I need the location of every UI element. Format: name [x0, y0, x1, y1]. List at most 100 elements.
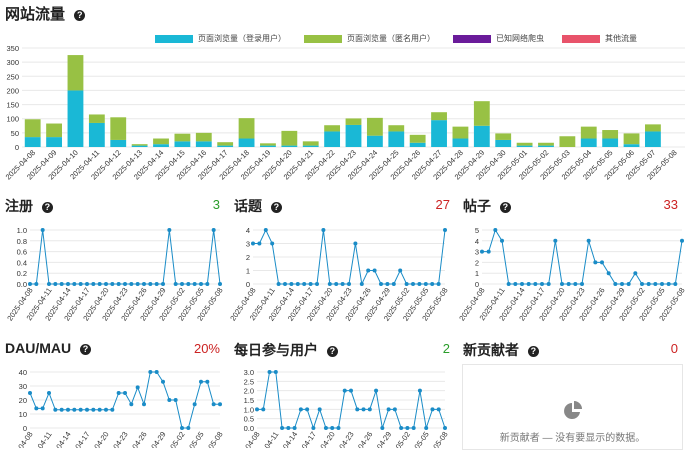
data-point [85, 407, 89, 412]
bar-segment [602, 130, 619, 139]
bar-segment [46, 137, 62, 147]
data-point [366, 268, 371, 273]
contributors-empty-panel: 新贡献者 — 没有要显示的数据。 [462, 364, 683, 450]
data-point [255, 407, 259, 412]
legend-label-logged: 页面浏览量（登录用户） [198, 34, 286, 43]
data-point [355, 407, 360, 412]
data-point [436, 282, 441, 286]
data-point [218, 402, 222, 407]
data-point [311, 426, 316, 430]
y-tick-label: 4 [246, 226, 250, 235]
data-point [257, 241, 262, 246]
bar-segment [238, 118, 255, 139]
bar-segment [366, 117, 383, 136]
data-point [286, 426, 291, 430]
data-point [506, 282, 511, 286]
help-icon[interactable]: ? [74, 9, 86, 21]
data-point [666, 282, 671, 286]
data-point [342, 388, 347, 393]
bar-segment [473, 125, 490, 147]
data-point [398, 268, 403, 273]
data-point [142, 402, 146, 407]
data-point [330, 426, 335, 430]
bar-segment [238, 138, 255, 147]
data-point [386, 407, 391, 412]
data-point [161, 379, 165, 384]
data-point [586, 238, 591, 243]
help-icon[interactable]: ? [80, 343, 91, 355]
signups-title-text: 注册 [5, 198, 33, 214]
legend-item-anon[interactable]: 页面浏览量（匿名用户） [304, 33, 435, 44]
bar-segment [88, 114, 105, 123]
bar-segment [46, 123, 62, 138]
legend-item-crawler[interactable]: 已知网络爬虫 [453, 33, 544, 44]
data-point [148, 282, 153, 286]
y-tick-label: 0 [15, 143, 19, 152]
data-point [40, 406, 45, 411]
pie-chart-icon [564, 401, 582, 419]
data-point [72, 407, 77, 412]
help-icon[interactable]: ? [499, 201, 511, 213]
data-point [186, 282, 191, 286]
data-point [267, 370, 272, 374]
data-point [205, 282, 210, 286]
data-point [424, 426, 429, 430]
data-point [327, 282, 332, 286]
data-point [540, 282, 544, 286]
data-point [292, 426, 297, 430]
bar-segment [452, 138, 469, 147]
data-point [334, 282, 339, 286]
data-point [436, 407, 441, 412]
help-icon[interactable]: ? [326, 345, 338, 357]
data-point [349, 388, 353, 393]
data-point [640, 282, 644, 286]
data-point [323, 426, 328, 430]
bar-segment [473, 101, 490, 126]
y-tick-label: 1.5 [244, 396, 254, 405]
data-point [500, 238, 504, 243]
data-point [199, 379, 203, 384]
y-tick-label: 50 [11, 129, 19, 138]
data-point [53, 407, 58, 412]
data-point [613, 282, 618, 286]
y-tick-label: 3 [246, 240, 250, 249]
traffic-legend: 页面浏览量（登录用户） 页面浏览量（匿名用户） 已知网络爬虫 其他流量 [155, 33, 637, 44]
legend-item-other[interactable]: 其他流量 [562, 33, 637, 44]
bar-segment [516, 142, 533, 146]
data-point [129, 282, 134, 286]
data-point [192, 282, 197, 286]
data-point [110, 282, 115, 286]
bar-segment [131, 145, 148, 147]
data-point [289, 282, 294, 286]
help-icon[interactable]: ? [270, 201, 282, 213]
y-tick-label: 1.0 [244, 405, 254, 414]
data-point [173, 282, 178, 286]
data-point [167, 398, 172, 402]
y-tick-label: 3 [475, 248, 479, 257]
data-point [580, 282, 584, 286]
data-point [513, 282, 518, 286]
bar-segment [516, 145, 533, 147]
bar-segment [388, 131, 405, 147]
data-point [600, 260, 604, 265]
bar-segment [324, 131, 341, 147]
data-point [53, 282, 58, 286]
help-icon[interactable]: ? [41, 201, 53, 213]
data-point [66, 407, 70, 412]
data-point [399, 426, 404, 430]
data-point [430, 407, 435, 412]
data-point [123, 391, 127, 395]
y-tick-label: 2.0 [244, 387, 254, 396]
y-tick-label: 0.6 [17, 248, 27, 257]
data-point [308, 282, 313, 286]
bar-segment [345, 124, 362, 147]
data-point [526, 282, 531, 286]
bar-segment [324, 125, 341, 132]
legend-item-logged[interactable]: 页面浏览量（登录用户） [155, 33, 286, 44]
data-point [626, 282, 631, 286]
data-point [91, 282, 96, 286]
posts-chart: 0123452025-04-082025-04-112025-04-142025… [458, 226, 687, 323]
help-icon[interactable]: ? [527, 345, 539, 357]
data-point [116, 391, 121, 395]
data-point [321, 228, 326, 232]
